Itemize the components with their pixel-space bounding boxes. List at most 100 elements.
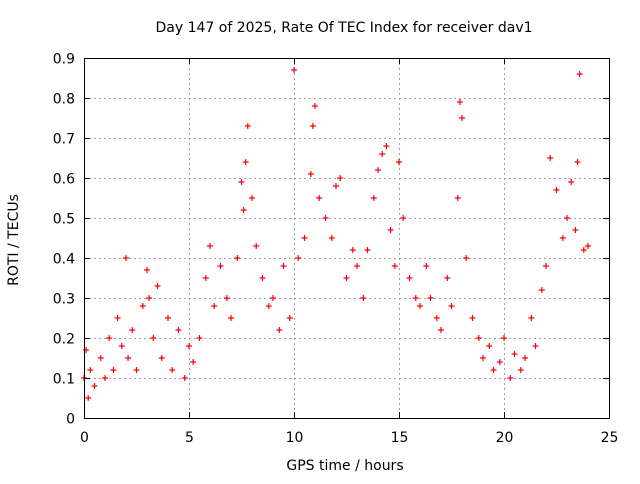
data-point [486, 343, 493, 349]
data-point [234, 255, 241, 261]
data-point [217, 263, 224, 269]
x-tick-label: 5 [185, 430, 194, 446]
data-point [438, 327, 444, 333]
data-point [114, 315, 121, 321]
data-point [360, 295, 367, 301]
data-point [396, 159, 402, 165]
y-axis-title: ROTI / TECUs [6, 194, 22, 286]
data-point [276, 327, 283, 333]
data-point [379, 151, 386, 157]
data-point [490, 367, 497, 373]
data-point [574, 159, 581, 165]
data-point [522, 355, 528, 361]
data-point [110, 367, 117, 373]
data-point [391, 263, 398, 269]
data-point [154, 283, 161, 289]
x-tick-label: 25 [601, 430, 619, 446]
y-tick-label: 0.9 [53, 52, 75, 68]
data-point [146, 295, 153, 301]
data-point [553, 187, 560, 193]
data-point [238, 179, 245, 185]
data-point [301, 235, 308, 241]
data-point [202, 275, 209, 281]
data-point [244, 123, 251, 129]
data-point [144, 267, 150, 273]
grid-layer [84, 58, 609, 418]
data-point [223, 295, 230, 301]
data-point [568, 179, 575, 185]
y-tick-label: 0.3 [53, 292, 75, 308]
data-point [211, 303, 218, 309]
data-point [375, 167, 381, 173]
data-point [559, 235, 566, 241]
data-point [576, 71, 583, 77]
data-point [291, 67, 297, 73]
data-point [564, 215, 570, 221]
data-point [343, 275, 350, 281]
data-point [511, 351, 518, 357]
data-point [444, 275, 451, 281]
data-point [106, 335, 113, 341]
data-point [265, 303, 272, 309]
x-axis-title: GPS time / hours [286, 458, 403, 474]
data-point [270, 295, 276, 301]
data-point [91, 383, 98, 389]
data-point [249, 195, 255, 201]
data-point [150, 335, 157, 341]
data-point [507, 375, 514, 381]
data-point [454, 195, 461, 201]
data-point [427, 295, 434, 301]
y-tick-label: 0.4 [53, 252, 75, 268]
data-point [580, 247, 587, 253]
data-point [585, 243, 591, 249]
data-point [463, 255, 470, 261]
data-point [259, 275, 266, 281]
data-point [433, 315, 440, 321]
data-point [328, 235, 335, 241]
data-point [517, 367, 524, 373]
x-tick-label: 15 [391, 430, 409, 446]
data-point [312, 103, 318, 109]
data-point [448, 303, 455, 309]
data-point [280, 263, 287, 269]
y-tick-label: 0.5 [53, 212, 75, 228]
data-point [295, 255, 302, 261]
y-tick-label: 0.7 [53, 132, 75, 148]
data-point [129, 327, 136, 333]
data-point [87, 367, 94, 373]
data-point [123, 255, 129, 261]
data-point [547, 155, 554, 161]
data-point [423, 263, 430, 269]
data-point [169, 367, 176, 373]
data-point [322, 215, 329, 221]
data-point [475, 335, 482, 341]
data-point [333, 183, 339, 189]
data-point [228, 315, 234, 321]
data-point [370, 195, 377, 201]
y-tick-label: 0.8 [53, 92, 75, 108]
data-point [85, 395, 92, 401]
data-point [133, 367, 140, 373]
data-point [240, 207, 247, 213]
data-point [501, 335, 507, 341]
data-point [309, 123, 316, 129]
x-tick-label: 20 [496, 430, 514, 446]
data-point [337, 175, 344, 181]
data-point [496, 359, 503, 365]
data-point [190, 359, 197, 365]
data-point [456, 99, 463, 105]
data-point [538, 287, 545, 293]
data-point [406, 275, 413, 281]
data-point [459, 115, 465, 121]
data-point [543, 263, 549, 269]
data-point [118, 343, 125, 349]
data-point [207, 243, 213, 249]
data-point [181, 375, 188, 381]
data-point [412, 295, 419, 301]
marks-layer [81, 67, 591, 401]
ticks-layer: 0 0.1 0.2 0.3 0.4 0.5 0.6 0.7 0.8 0.9 0 5 10 15 20 25 [53, 52, 619, 447]
data-point [196, 335, 203, 341]
data-point [528, 315, 535, 321]
data-point [349, 247, 356, 253]
chart-title: Day 147 of 2025, Rate Of TEC Index for r… [155, 20, 532, 36]
